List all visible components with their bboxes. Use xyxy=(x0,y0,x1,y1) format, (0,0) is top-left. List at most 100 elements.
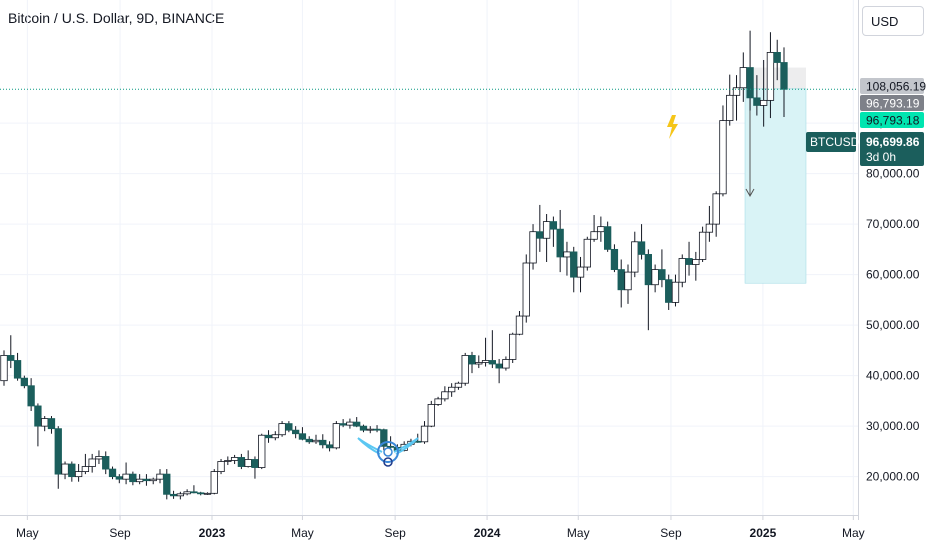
candle-body-down xyxy=(20,377,28,387)
candle xyxy=(325,441,334,452)
candle-body-up xyxy=(88,458,96,467)
candle xyxy=(122,462,130,485)
y-tick-label: 40,000.00 xyxy=(866,369,920,383)
candle xyxy=(217,458,225,475)
candle-body-down xyxy=(319,439,327,446)
candle xyxy=(712,191,720,237)
candle xyxy=(271,431,279,441)
candle-body-up xyxy=(230,457,239,461)
candle-body-down xyxy=(353,421,361,427)
candle xyxy=(20,375,28,389)
currency-button[interactable]: USD xyxy=(862,6,924,36)
x-tick-label: May xyxy=(291,526,314,540)
candle-body-up xyxy=(156,473,164,480)
candle xyxy=(773,39,781,81)
stop-zone[interactable] xyxy=(745,67,806,89)
candle xyxy=(746,30,754,111)
price-axis: 20,000.00 30,000.00 40,000.00 50,000.00 60,0… xyxy=(866,116,920,484)
candle-body-up xyxy=(217,461,225,472)
candle xyxy=(251,456,259,479)
last-price-tag-bg xyxy=(860,132,924,166)
candle xyxy=(475,355,483,369)
candle-body-down xyxy=(685,258,693,265)
candle xyxy=(509,332,517,364)
candle xyxy=(556,209,564,273)
candle-body-up xyxy=(692,259,700,265)
candle-body-down xyxy=(292,429,300,435)
candle xyxy=(54,426,62,489)
candle-body-up xyxy=(760,99,768,106)
candle xyxy=(47,416,56,434)
candle xyxy=(671,274,680,307)
candle xyxy=(644,249,652,331)
candle xyxy=(163,469,171,500)
candle-body-up xyxy=(705,223,714,233)
candle xyxy=(678,254,686,288)
candle xyxy=(237,453,246,470)
candle xyxy=(766,32,775,119)
candle-body-down xyxy=(169,493,178,497)
candle xyxy=(190,485,198,494)
candle-body-up xyxy=(515,315,524,335)
candle-body-down xyxy=(129,473,137,483)
candle-body-up xyxy=(631,241,639,273)
candle xyxy=(230,454,239,465)
candle-body-up xyxy=(210,471,218,494)
candle xyxy=(583,236,591,271)
candle xyxy=(617,259,625,308)
candle xyxy=(719,105,727,197)
candle-body-down xyxy=(665,279,673,303)
symbol-tag-bg xyxy=(806,132,856,152)
candle xyxy=(68,461,76,482)
candle-body-up xyxy=(563,251,571,258)
candle-body-up xyxy=(183,491,191,495)
candle xyxy=(203,492,212,495)
x-tick-label: May xyxy=(16,526,39,540)
candle xyxy=(319,434,327,449)
candle xyxy=(34,403,42,447)
candle-body-up xyxy=(61,463,69,475)
candle-body-down xyxy=(298,433,307,440)
candle-body-down xyxy=(556,228,564,258)
candle-body-up xyxy=(176,493,184,497)
candle-body-up xyxy=(739,67,747,89)
candle xyxy=(278,421,286,437)
candle-body-up xyxy=(576,266,585,278)
candle xyxy=(142,474,151,486)
candle xyxy=(0,350,8,386)
candle-body-up xyxy=(332,423,340,449)
candle-body-up xyxy=(258,434,266,468)
candle xyxy=(502,356,510,371)
x-tick-label: Sep xyxy=(109,526,131,540)
candle xyxy=(312,434,320,444)
position-tool[interactable] xyxy=(744,67,807,284)
countdown-tag: 3d 0h xyxy=(866,150,896,164)
chart-title: Bitcoin / U.S. Dollar, 9D, BINANCE xyxy=(8,10,225,26)
candle-body-up xyxy=(732,87,741,96)
candle-body-down xyxy=(637,241,646,255)
candle-body-down xyxy=(13,360,22,379)
candle xyxy=(95,450,103,465)
candle-body-down xyxy=(102,456,110,470)
candle xyxy=(685,241,693,276)
candles xyxy=(0,30,788,500)
candle xyxy=(7,335,15,369)
y-tick-label: 80,000.00 xyxy=(866,167,920,181)
candle xyxy=(102,451,110,475)
candle xyxy=(461,352,469,386)
candle xyxy=(359,424,368,433)
candle xyxy=(41,416,49,432)
candle-body-down xyxy=(251,459,259,468)
candle-body-up xyxy=(136,478,144,483)
candle xyxy=(570,246,578,293)
annotations xyxy=(0,88,858,467)
target-zone[interactable] xyxy=(744,88,807,284)
candle-body-down xyxy=(285,423,293,431)
candle-body-up xyxy=(712,193,720,225)
x-tick-label: 2023 xyxy=(199,526,226,540)
candle xyxy=(183,489,191,496)
candle xyxy=(434,396,442,406)
candle-body-up xyxy=(475,362,483,365)
candle xyxy=(366,426,374,434)
